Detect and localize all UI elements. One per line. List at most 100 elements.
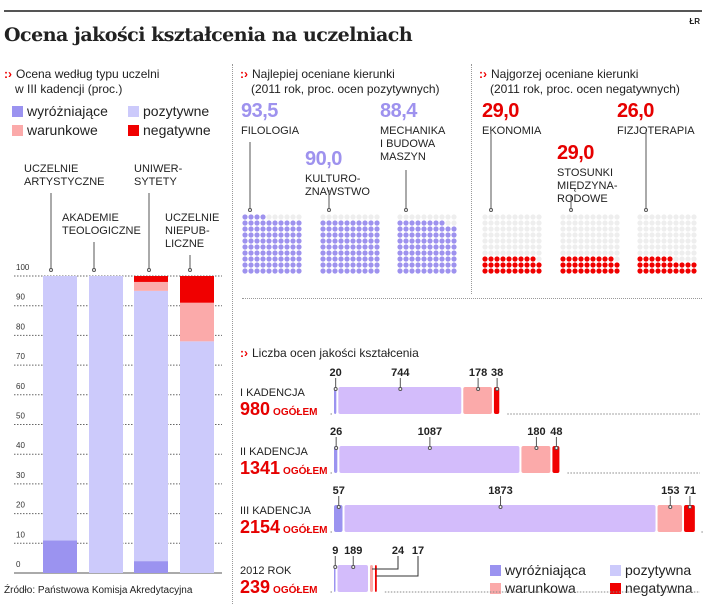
dot-filled: [649, 256, 655, 262]
leader-dot: [351, 565, 356, 569]
dot-empty: [566, 232, 572, 238]
dot-empty: [512, 238, 518, 244]
category-label: UCZELNIE NIEPUB- LICZNE: [165, 212, 219, 251]
dot-empty: [536, 220, 542, 226]
dot-filled: [356, 238, 362, 244]
dot-filled: [362, 262, 368, 268]
dot-filled: [326, 244, 332, 250]
dot-empty: [602, 238, 608, 244]
dot-filled: [403, 250, 409, 256]
bar-segment-warunkowa: [521, 446, 551, 473]
dot-empty: [488, 244, 494, 250]
dot-empty: [560, 238, 566, 244]
dot-empty: [655, 226, 661, 232]
bar-segment-pozytywna: [337, 565, 368, 592]
dot-filled: [374, 244, 380, 250]
leader-dot: [687, 505, 692, 509]
dot-empty: [685, 238, 691, 244]
row-label: II KADENCJA: [240, 446, 308, 458]
dot-empty: [673, 250, 679, 256]
dot-empty: [679, 232, 685, 238]
dot-empty: [518, 244, 524, 250]
dot-filled: [344, 250, 350, 256]
dot-filled: [368, 268, 374, 274]
leader-dot: [398, 387, 403, 391]
dot-filled: [506, 268, 512, 274]
value-label: 17: [412, 545, 424, 557]
dot-filled: [397, 220, 403, 226]
dot-filled: [643, 256, 649, 262]
dot-empty: [332, 214, 338, 220]
dot-filled: [254, 220, 260, 226]
dot-filled: [260, 226, 266, 232]
dot-filled: [284, 268, 290, 274]
dot-filled: [242, 214, 248, 220]
category-label: UCZELNIE ARTYSTYCZNE: [24, 163, 104, 189]
dot-filled: [260, 250, 266, 256]
legend-negatywne: negatywne: [128, 122, 211, 138]
dot-empty: [679, 256, 685, 262]
dot-filled: [296, 238, 302, 244]
dot-filled: [439, 232, 445, 238]
dot-filled: [530, 262, 536, 268]
dot-filled: [661, 268, 667, 274]
value-label: 57: [333, 485, 345, 497]
dot-filled: [362, 268, 368, 274]
label-line: FILOLOGIA: [241, 125, 300, 137]
dot-empty: [488, 220, 494, 226]
dot-empty: [584, 238, 590, 244]
dot-empty: [433, 214, 439, 220]
dot-filled: [266, 268, 272, 274]
dot-filled: [368, 256, 374, 262]
bar-segment-pozytywne: [89, 276, 123, 573]
label-line: I BUDOWA: [380, 138, 436, 150]
dot-filled: [512, 256, 518, 262]
dot-filled: [409, 256, 415, 262]
dot-empty: [427, 214, 433, 220]
dot-empty: [266, 214, 272, 220]
dot-empty: [572, 250, 578, 256]
dot-empty: [596, 232, 602, 238]
dot-empty: [560, 220, 566, 226]
dot-empty: [667, 232, 673, 238]
dot-empty: [278, 214, 284, 220]
dot-filled: [500, 268, 506, 274]
dot-filled: [254, 232, 260, 238]
dot-filled: [397, 238, 403, 244]
category-label-line: LICZNE: [165, 238, 205, 250]
category-label-line: ARTYSTYCZNE: [24, 176, 105, 188]
dot-empty: [566, 238, 572, 244]
dot-empty: [649, 214, 655, 220]
y-tick-label: 90: [16, 293, 25, 302]
dot-empty: [655, 238, 661, 244]
dot-filled: [278, 238, 284, 244]
dot-empty: [584, 232, 590, 238]
dot-filled: [494, 262, 500, 268]
bar-segment-wyróżniające: [134, 561, 168, 573]
dot-empty: [566, 214, 572, 220]
dot-filled: [320, 238, 326, 244]
dot-filled: [368, 220, 374, 226]
dot-empty: [643, 238, 649, 244]
dot-empty: [536, 256, 542, 262]
bar-segment-negatywne: [180, 276, 214, 303]
worst-section-title: :› Najgorzej oceniane kierunki (2011 rok, …: [479, 67, 680, 96]
dot-filled: [284, 238, 290, 244]
dot-filled: [338, 244, 344, 250]
dot-filled: [272, 250, 278, 256]
dot-filled: [578, 268, 584, 274]
dot-filled: [572, 262, 578, 268]
dot-filled: [445, 268, 451, 274]
dot-empty: [536, 250, 542, 256]
dot-empty: [614, 232, 620, 238]
dot-filled: [356, 220, 362, 226]
dot-filled: [451, 226, 457, 232]
dot-filled: [326, 220, 332, 226]
dot-filled: [266, 238, 272, 244]
dot-filled: [673, 262, 679, 268]
dot-empty: [362, 214, 368, 220]
dot-empty: [530, 220, 536, 226]
dot-filled: [356, 262, 362, 268]
dot-filled: [326, 268, 332, 274]
dot-empty: [488, 226, 494, 232]
